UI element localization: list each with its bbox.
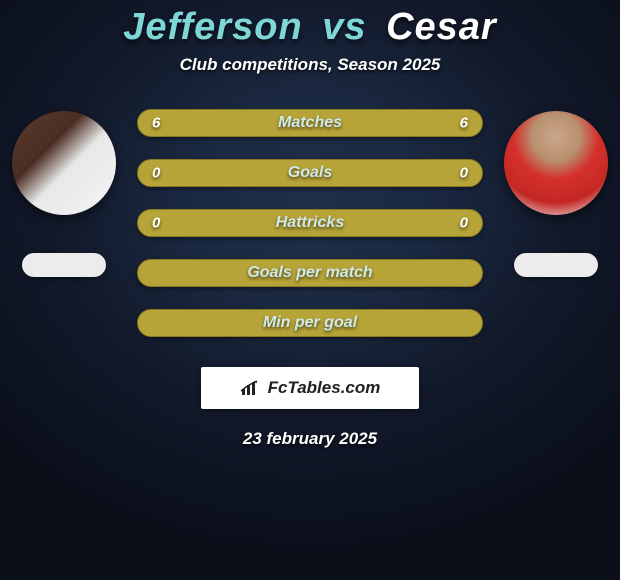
player1-column [9,111,119,277]
stat-row: 0 Goals 0 [137,159,483,187]
player1-avatar [12,111,116,215]
player2-name: Cesar [386,6,497,48]
vs-label: vs [322,6,366,48]
chart-icon [240,379,262,397]
stat-row: 6 Matches 6 [137,109,483,137]
comparison-title: Jefferson vs Cesar [123,6,496,49]
stat-right-value: 6 [460,115,468,132]
stat-row: Min per goal [137,309,483,337]
stat-right-value: 0 [460,165,468,182]
stat-label: Goals [288,164,332,182]
stat-label: Hattricks [276,214,344,232]
date-label: 23 february 2025 [243,429,377,449]
stat-right-value: 0 [460,215,468,232]
stat-row: Goals per match [137,259,483,287]
player2-avatar [504,111,608,215]
player2-flag [514,253,598,277]
source-badge: FcTables.com [201,367,419,409]
stat-label: Matches [278,114,342,132]
player1-flag [22,253,106,277]
stat-label: Goals per match [247,264,372,282]
stat-label: Min per goal [263,314,357,332]
stat-left-value: 0 [152,215,160,232]
subtitle: Club competitions, Season 2025 [180,55,441,75]
stats-list: 6 Matches 6 0 Goals 0 0 Hattricks 0 Goals per mat… [137,109,483,337]
stat-left-value: 6 [152,115,160,132]
stat-left-value: 0 [152,165,160,182]
badge-text: FcTables.com [268,378,381,398]
stat-row: 0 Hattricks 0 [137,209,483,237]
player2-column [501,111,611,277]
player1-name: Jefferson [123,6,302,48]
